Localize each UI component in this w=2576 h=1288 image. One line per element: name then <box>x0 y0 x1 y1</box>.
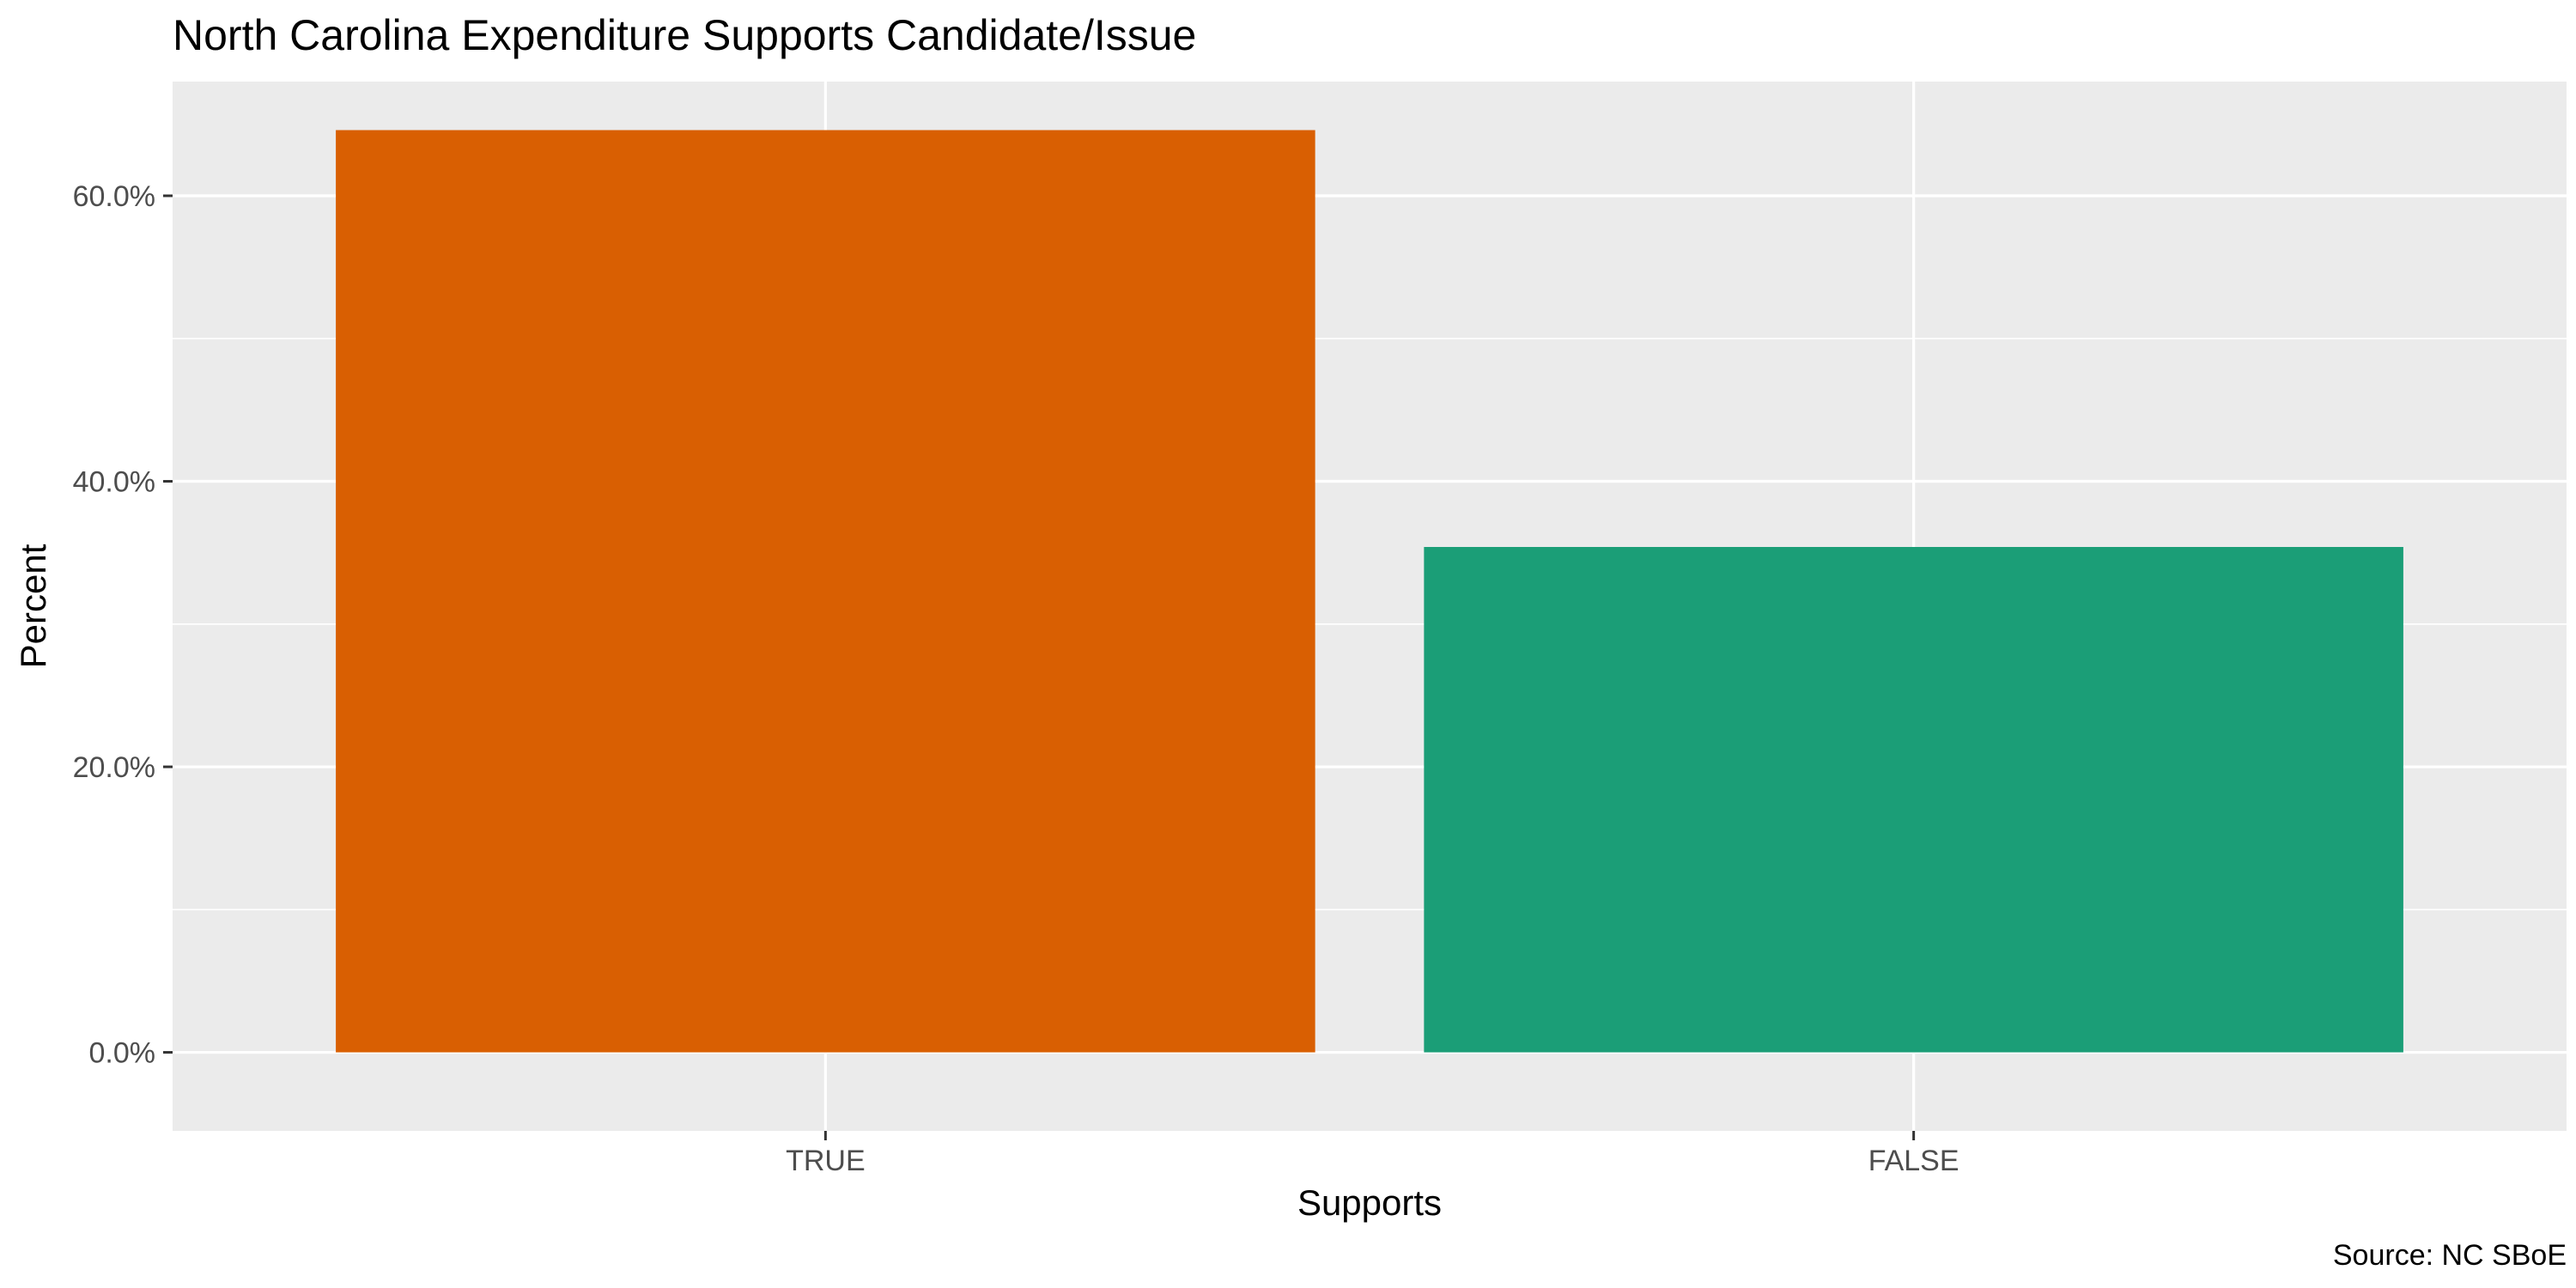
chart-title: North Carolina Expenditure Supports Cand… <box>173 11 1196 59</box>
x-axis: TRUE FALSE <box>786 1131 1959 1177</box>
y-tick-label: 40.0% <box>73 466 155 499</box>
y-axis-title: Percent <box>13 544 53 668</box>
bars <box>336 130 2403 1053</box>
y-tick-label: 20.0% <box>73 751 155 784</box>
y-tick-label: 0.0% <box>89 1037 156 1070</box>
x-axis-title: Supports <box>1297 1182 1442 1223</box>
bar-false <box>1424 547 2403 1053</box>
source-caption: Source: NC SBoE <box>2333 1239 2567 1272</box>
y-tick-label: 60.0% <box>73 180 155 213</box>
x-tick-label: TRUE <box>786 1145 866 1177</box>
x-tick-label: FALSE <box>1868 1145 1959 1177</box>
y-axis: 0.0% 20.0% 40.0% 60.0% <box>73 180 173 1070</box>
bar-true <box>336 130 1315 1053</box>
